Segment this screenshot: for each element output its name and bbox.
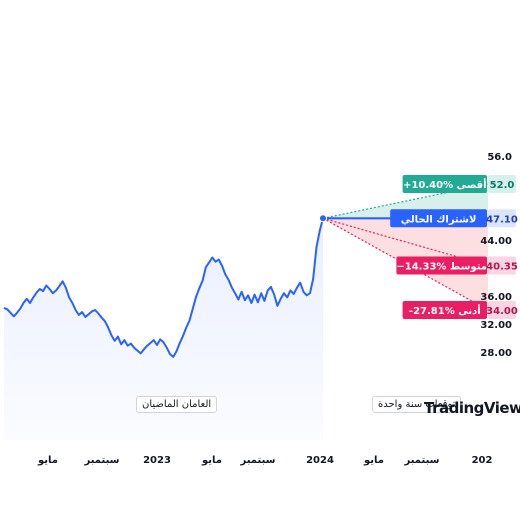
x-tick-label: مايو — [363, 455, 384, 466]
x-tick-label: 2023 — [143, 455, 171, 466]
y-tick-label: 44.00 — [480, 236, 512, 247]
y-tick-label: 28.00 — [480, 348, 512, 359]
forecast-low-value: 34.00 — [486, 306, 518, 317]
current-value-bg — [488, 209, 516, 228]
current-value: 47.10 — [486, 214, 518, 225]
price-line — [3, 218, 324, 358]
y-tick-label: 32.00 — [480, 320, 512, 331]
forecast-avg-value: 40.35 — [486, 262, 518, 273]
forecast-avg-value-bg — [488, 256, 516, 275]
forecast-line-avg — [322, 217, 489, 267]
x-tick-label: سبتمبر — [403, 455, 439, 466]
forecast-avg-label-bg — [396, 256, 487, 275]
brand-wordmark: TradingView — [424, 399, 520, 417]
forecast-line-low — [322, 217, 489, 311]
x-tick-label: مايو — [201, 455, 222, 466]
period-label-history: العامان الماضيان — [136, 396, 218, 413]
forecast-avg-label: −14.33% متوسط — [396, 262, 487, 273]
period-label-forecast: توقعات سنة واحدة — [372, 396, 462, 413]
y-tick-label: 56.0 — [487, 152, 512, 163]
forecast-low-label-bg — [402, 301, 487, 319]
current-label-bg — [390, 209, 487, 228]
y-tick-label: 36.00 — [480, 292, 512, 303]
current-label: لاشتراك الحالي — [401, 214, 477, 225]
x-tick-label: 202 — [472, 455, 493, 466]
x-tick-label: 2024 — [306, 455, 334, 466]
forecast-high-value: 52.0 — [490, 180, 515, 191]
x-tick-label: سبتمبر — [239, 455, 275, 466]
forecast-high-label: +10.40% أقصى — [403, 178, 486, 191]
forecast-high-value-bg — [488, 175, 516, 193]
current-price-dot — [319, 214, 327, 223]
forecast-low-label: -27.81% أدنى — [409, 304, 481, 317]
brand-logo: TradingView17 — [424, 398, 520, 417]
forecast-high-label-bg — [402, 175, 487, 193]
x-tick-label: سبتمبر — [83, 455, 119, 466]
forecast-low-value-bg — [488, 301, 516, 319]
history-area — [4, 218, 323, 440]
x-tick-label: مايو — [37, 455, 58, 466]
